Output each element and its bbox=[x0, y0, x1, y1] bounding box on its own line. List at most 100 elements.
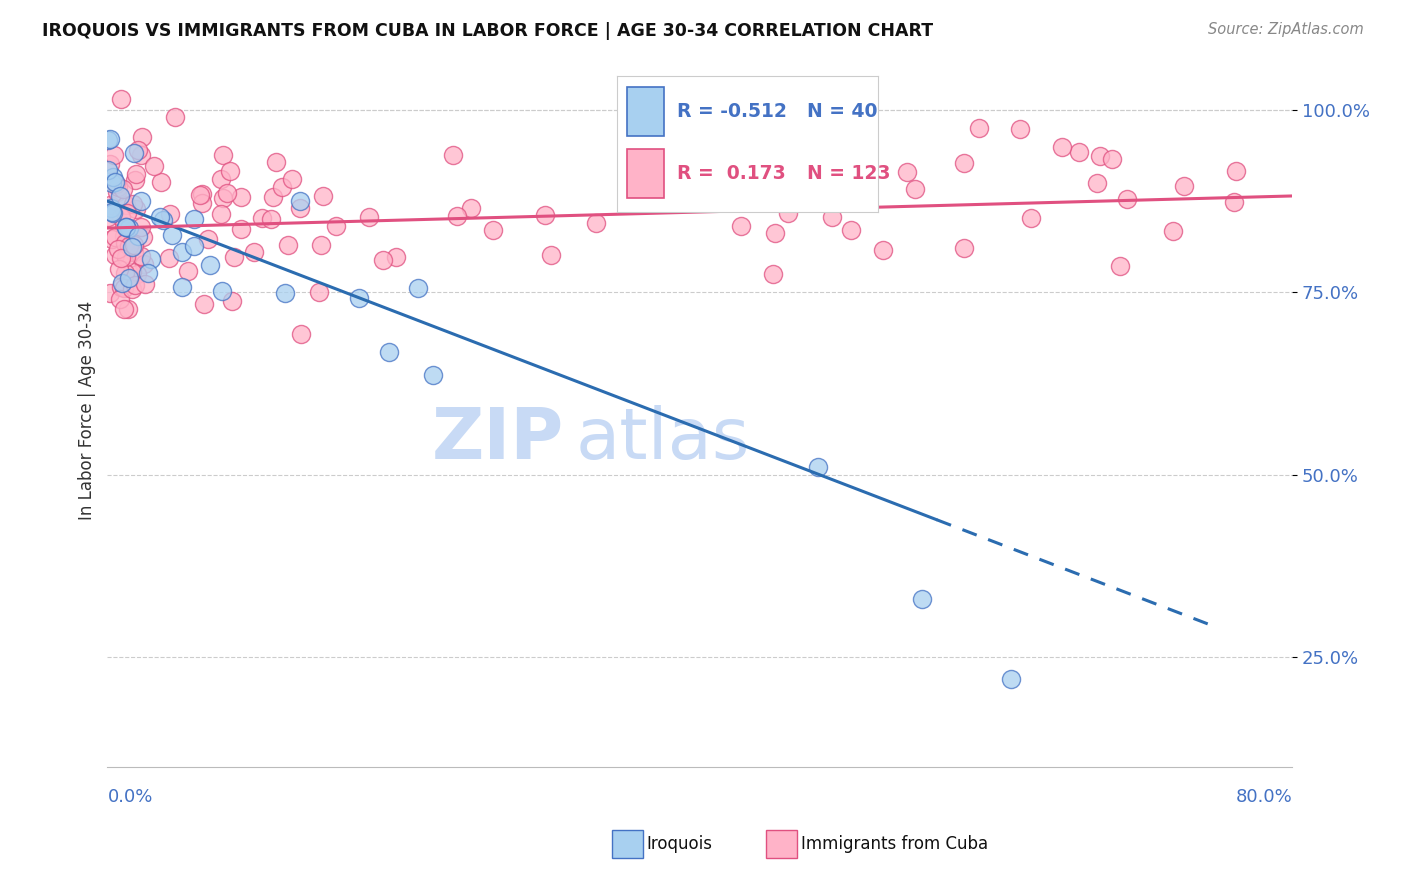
Point bbox=[441, 148, 464, 162]
Point bbox=[117, 302, 139, 317]
Point bbox=[98, 198, 121, 212]
Point bbox=[446, 209, 468, 223]
Point bbox=[118, 271, 141, 285]
Point bbox=[460, 201, 482, 215]
Point bbox=[127, 267, 149, 281]
Point bbox=[209, 171, 232, 186]
Point bbox=[904, 182, 927, 196]
Point bbox=[117, 239, 139, 253]
Point bbox=[127, 143, 149, 157]
Point bbox=[115, 233, 138, 247]
Text: atlas: atlas bbox=[575, 405, 749, 474]
Point bbox=[190, 186, 212, 201]
Point bbox=[1109, 259, 1132, 273]
Point bbox=[1085, 176, 1108, 190]
Point bbox=[585, 216, 607, 230]
Point bbox=[125, 202, 148, 217]
Point bbox=[311, 238, 333, 252]
Point bbox=[1222, 195, 1244, 210]
Point bbox=[112, 280, 135, 294]
Point bbox=[150, 175, 173, 189]
Point bbox=[114, 266, 136, 280]
Point bbox=[264, 155, 287, 169]
Point bbox=[953, 240, 976, 254]
Point bbox=[952, 156, 974, 170]
Point bbox=[193, 297, 215, 311]
Point bbox=[110, 251, 132, 265]
Point bbox=[1225, 164, 1247, 178]
Point bbox=[807, 460, 830, 475]
Point bbox=[357, 210, 380, 224]
Point bbox=[104, 230, 127, 244]
Y-axis label: In Labor Force | Age 30-34: In Labor Force | Age 30-34 bbox=[79, 301, 96, 520]
Point bbox=[121, 240, 143, 254]
Point bbox=[98, 285, 121, 300]
Point bbox=[100, 205, 122, 219]
Point bbox=[1067, 145, 1090, 159]
Point bbox=[221, 293, 243, 308]
Point bbox=[115, 206, 138, 220]
Point bbox=[198, 258, 221, 272]
Point bbox=[129, 194, 152, 209]
Point bbox=[143, 159, 166, 173]
Point bbox=[183, 212, 205, 227]
Point bbox=[281, 172, 304, 186]
Point bbox=[1088, 149, 1111, 163]
Point bbox=[121, 282, 143, 296]
Text: 80.0%: 80.0% bbox=[1236, 789, 1292, 806]
Point bbox=[124, 145, 146, 160]
Point bbox=[209, 207, 232, 221]
Point bbox=[219, 163, 242, 178]
Point bbox=[371, 253, 394, 268]
Point bbox=[114, 250, 136, 264]
Point bbox=[104, 177, 127, 191]
Point bbox=[103, 170, 125, 185]
Point bbox=[124, 173, 146, 187]
Point bbox=[121, 265, 143, 279]
Point bbox=[149, 210, 172, 224]
Point bbox=[190, 196, 212, 211]
Point bbox=[127, 228, 149, 243]
Point bbox=[872, 243, 894, 257]
Text: 0.0%: 0.0% bbox=[107, 789, 153, 806]
Point bbox=[1116, 192, 1139, 206]
Point bbox=[821, 211, 844, 225]
Point bbox=[274, 286, 297, 301]
Point bbox=[124, 277, 146, 292]
Point bbox=[1000, 672, 1022, 686]
Point bbox=[115, 198, 138, 212]
Point bbox=[839, 223, 862, 237]
Point bbox=[107, 179, 129, 194]
Point bbox=[108, 262, 131, 277]
Point bbox=[103, 147, 125, 161]
Point bbox=[290, 326, 312, 341]
Point bbox=[776, 205, 799, 219]
Point bbox=[385, 250, 408, 264]
Point bbox=[110, 189, 132, 203]
Point bbox=[131, 230, 153, 244]
Point bbox=[288, 194, 311, 208]
Point bbox=[1173, 179, 1195, 194]
Point bbox=[408, 280, 430, 294]
Point bbox=[231, 222, 253, 236]
Point bbox=[197, 231, 219, 245]
Point bbox=[212, 191, 235, 205]
Point bbox=[481, 223, 503, 237]
Point bbox=[172, 244, 194, 259]
Point bbox=[110, 293, 132, 307]
Point bbox=[159, 207, 181, 221]
Text: ZIP: ZIP bbox=[432, 405, 564, 474]
Point bbox=[1019, 211, 1042, 226]
Point bbox=[211, 148, 233, 162]
Point bbox=[132, 257, 155, 271]
Point bbox=[98, 156, 121, 170]
Point bbox=[177, 264, 200, 278]
Point bbox=[534, 208, 557, 222]
Point bbox=[131, 129, 153, 144]
Point bbox=[243, 244, 266, 259]
Point bbox=[762, 268, 785, 282]
Point bbox=[101, 176, 124, 190]
Point bbox=[312, 189, 335, 203]
Text: Source: ZipAtlas.com: Source: ZipAtlas.com bbox=[1208, 22, 1364, 37]
Point bbox=[308, 285, 330, 299]
